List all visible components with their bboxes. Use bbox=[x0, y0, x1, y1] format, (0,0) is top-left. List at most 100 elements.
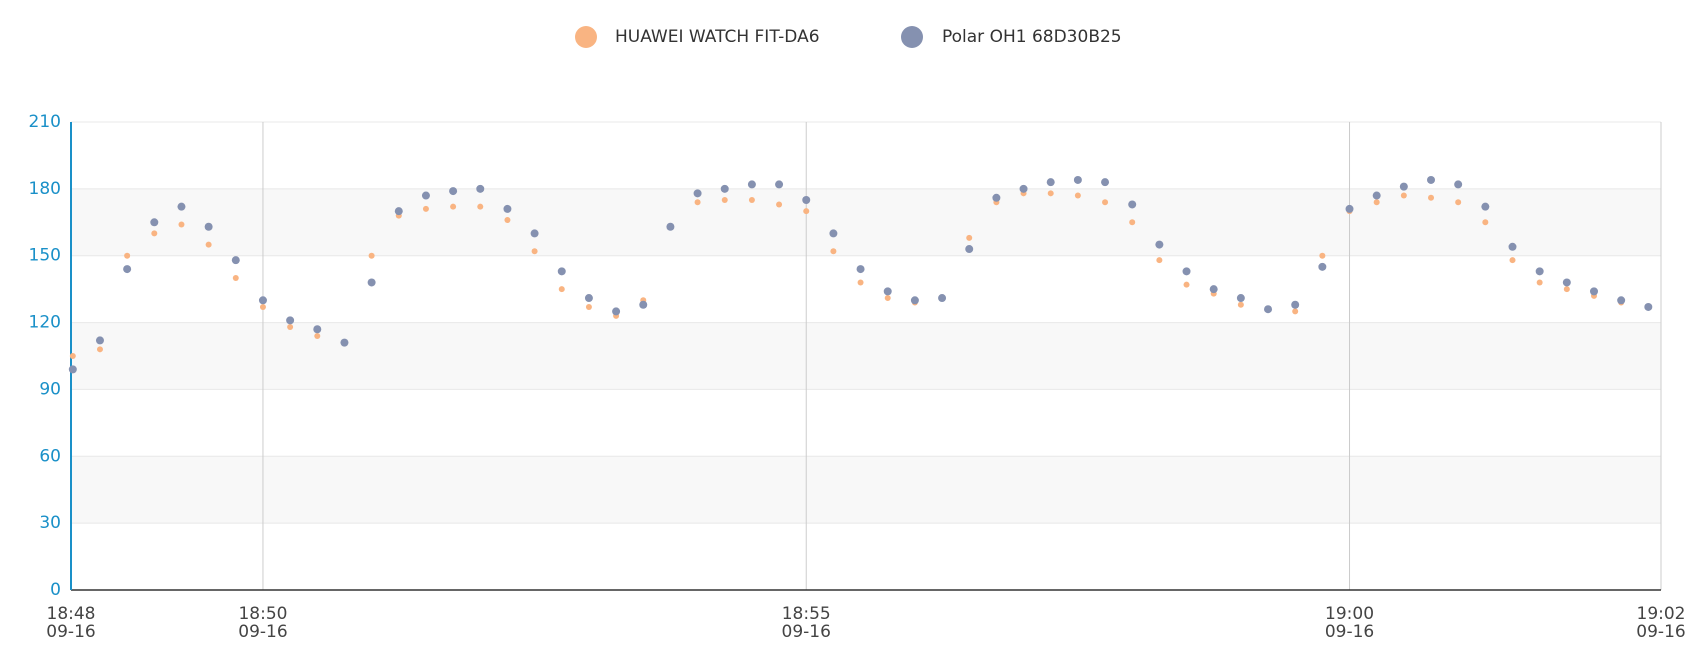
legend-label: Polar OH1 68D30B25 bbox=[942, 27, 1122, 47]
y-tick-label: 60 bbox=[39, 446, 61, 466]
data-point bbox=[1535, 267, 1544, 276]
data-point bbox=[558, 286, 565, 293]
data-point bbox=[748, 197, 755, 203]
data-point bbox=[1427, 175, 1436, 184]
data-point bbox=[95, 336, 104, 345]
data-point bbox=[1617, 296, 1626, 305]
data-point bbox=[394, 207, 403, 216]
data-point bbox=[1291, 300, 1300, 309]
data-point bbox=[69, 353, 76, 359]
data-point bbox=[368, 252, 375, 259]
data-point bbox=[258, 296, 267, 305]
data-point bbox=[231, 256, 240, 265]
data-point bbox=[204, 222, 213, 231]
data-point bbox=[1428, 194, 1435, 201]
data-point bbox=[367, 278, 376, 287]
data-point bbox=[96, 346, 103, 353]
data-point bbox=[205, 241, 212, 248]
data-point bbox=[450, 203, 457, 210]
data-point bbox=[856, 265, 865, 274]
data-point bbox=[232, 275, 239, 281]
data-point bbox=[585, 303, 592, 310]
data-point bbox=[666, 222, 675, 231]
data-point bbox=[421, 191, 430, 200]
data-point bbox=[1155, 240, 1164, 249]
data-point bbox=[857, 279, 864, 286]
data-point bbox=[259, 303, 266, 310]
data-point bbox=[1400, 192, 1407, 199]
data-point bbox=[1129, 219, 1136, 226]
data-point bbox=[1209, 285, 1218, 294]
x-tick-label: 09-16 bbox=[46, 622, 95, 642]
data-point bbox=[829, 229, 838, 238]
data-point bbox=[1454, 180, 1463, 189]
x-tick-label: 18:48 bbox=[47, 604, 96, 624]
data-point bbox=[1236, 294, 1245, 303]
data-point bbox=[1183, 281, 1190, 288]
data-point bbox=[584, 294, 593, 303]
y-tick-label: 120 bbox=[29, 313, 61, 333]
data-point bbox=[286, 316, 295, 325]
data-point bbox=[694, 199, 701, 206]
x-tick-label: 19:02 bbox=[1637, 604, 1686, 624]
data-point bbox=[965, 245, 974, 254]
data-point bbox=[1318, 262, 1327, 271]
data-point bbox=[422, 205, 429, 212]
data-point bbox=[287, 324, 294, 331]
legend-label: HUAWEI WATCH FIT-DA6 bbox=[615, 27, 820, 47]
data-point bbox=[1156, 257, 1163, 264]
data-point bbox=[557, 267, 566, 276]
data-point bbox=[531, 248, 538, 255]
data-point bbox=[720, 184, 729, 193]
data-point bbox=[504, 217, 511, 224]
x-tick-label: 09-16 bbox=[1325, 622, 1374, 642]
data-point bbox=[503, 204, 512, 213]
data-point bbox=[1019, 184, 1028, 193]
x-tick-label: 09-16 bbox=[238, 622, 287, 642]
x-tick-label: 18:55 bbox=[782, 604, 831, 624]
data-point bbox=[884, 295, 891, 302]
data-point bbox=[314, 332, 321, 339]
data-point bbox=[1182, 267, 1191, 276]
grid-band bbox=[71, 456, 1661, 524]
legend-marker bbox=[575, 26, 597, 48]
data-point bbox=[123, 265, 132, 274]
data-point bbox=[966, 234, 973, 241]
data-point bbox=[340, 338, 349, 347]
data-point bbox=[721, 197, 728, 203]
data-point bbox=[1372, 191, 1381, 200]
data-point bbox=[1046, 178, 1055, 187]
data-point bbox=[476, 184, 485, 193]
data-point bbox=[150, 218, 159, 227]
data-point bbox=[449, 187, 458, 196]
data-point bbox=[883, 287, 892, 296]
y-tick-label: 90 bbox=[39, 379, 61, 399]
data-point bbox=[151, 230, 158, 237]
data-point bbox=[747, 180, 756, 189]
data-point bbox=[1563, 286, 1570, 293]
data-point bbox=[775, 180, 784, 189]
data-point bbox=[1047, 190, 1054, 197]
data-point bbox=[178, 221, 185, 228]
y-tick-label: 150 bbox=[29, 246, 61, 266]
data-point bbox=[1073, 175, 1082, 184]
y-tick-label: 180 bbox=[29, 179, 61, 199]
data-point bbox=[830, 248, 837, 255]
data-point bbox=[803, 208, 810, 215]
legend-marker bbox=[901, 26, 923, 48]
data-point bbox=[1455, 199, 1462, 206]
y-tick-label: 30 bbox=[39, 513, 61, 533]
data-point bbox=[1508, 242, 1517, 251]
data-point bbox=[1074, 192, 1081, 199]
x-tick-label: 09-16 bbox=[1636, 622, 1685, 642]
data-point bbox=[1292, 308, 1299, 315]
data-point bbox=[477, 203, 484, 210]
data-point bbox=[938, 294, 947, 303]
data-point bbox=[1237, 301, 1244, 308]
data-point bbox=[910, 296, 919, 305]
y-tick-label: 0 bbox=[50, 580, 61, 600]
data-point bbox=[1102, 199, 1109, 206]
data-point bbox=[68, 365, 77, 374]
data-point bbox=[177, 202, 186, 211]
